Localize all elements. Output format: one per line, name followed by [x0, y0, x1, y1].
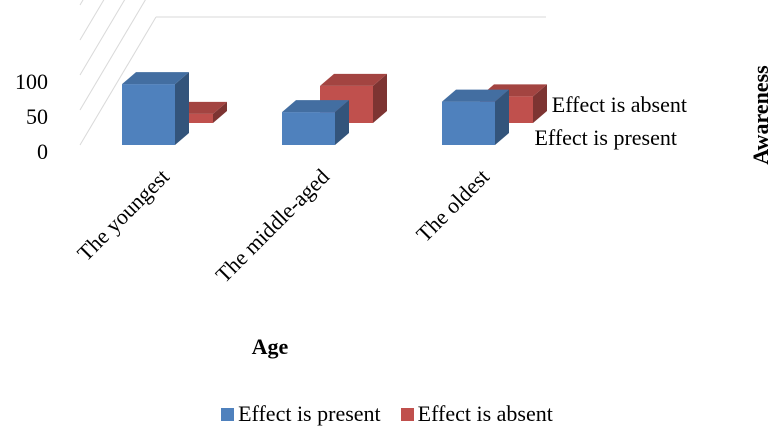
legend-swatch-absent	[400, 407, 414, 421]
y-tick-label: 50	[26, 104, 48, 129]
bar-top	[122, 72, 189, 85]
x-tick-label: The middle-aged	[211, 164, 335, 288]
bar-top	[442, 89, 509, 102]
legend-item-absent: Effect is absent	[400, 401, 553, 427]
bar-top	[282, 100, 349, 113]
bar-side	[175, 72, 189, 145]
x-tick-label: The youngest	[72, 164, 174, 266]
bar-side	[373, 73, 387, 123]
bar-front	[442, 101, 495, 145]
depth-axis-label-present: Effect is present	[534, 125, 677, 150]
gridline-side	[79, 0, 146, 111]
bar-present	[122, 72, 189, 145]
legend-label-absent: Effect is absent	[417, 401, 553, 426]
bar-front	[282, 112, 335, 145]
bar-side	[335, 100, 349, 145]
gridlines	[79, 0, 546, 146]
y-tick-label: 100	[15, 69, 48, 94]
y-axis-title: Awareness	[748, 65, 773, 165]
x-axis-title: Age	[252, 334, 289, 359]
bar-side	[213, 101, 227, 123]
legend: Effect is present Effect is absent	[0, 400, 774, 428]
legend-swatch-present	[221, 407, 235, 421]
gridline-side	[79, 16, 157, 146]
bar-present	[442, 89, 509, 145]
legend-label-present: Effect is present	[238, 401, 381, 426]
bar-front	[122, 84, 175, 145]
x-tick-label: The oldest	[411, 164, 494, 247]
bar-side	[495, 89, 509, 145]
bar-top	[320, 73, 387, 86]
depth-axis-label-absent: Effect is absent	[552, 92, 687, 117]
bar-side	[533, 84, 547, 123]
bars	[122, 72, 547, 145]
gridline-side	[79, 0, 105, 41]
y-tick-label: 0	[37, 139, 48, 164]
legend-item-present: Effect is present	[221, 401, 381, 427]
gridline-side	[79, 0, 126, 76]
bar-present	[282, 100, 349, 145]
